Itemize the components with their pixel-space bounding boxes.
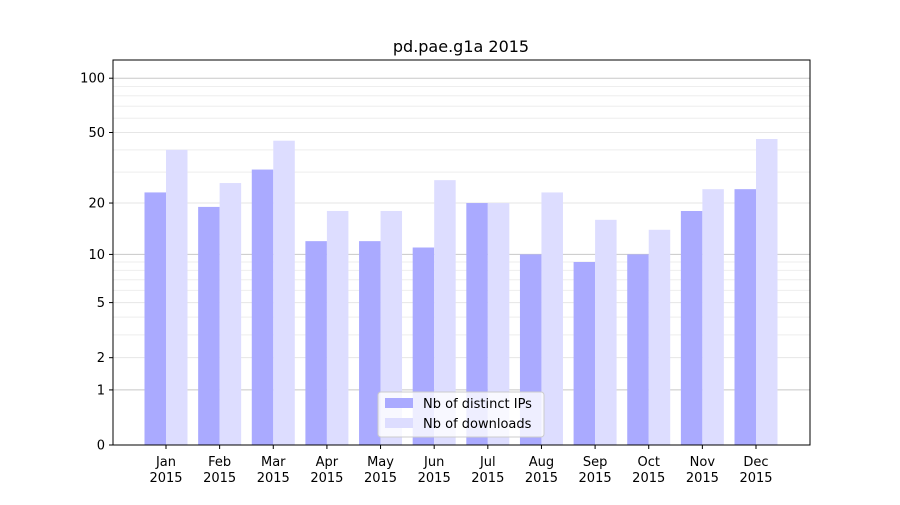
x-tick-label-year: 2015: [310, 471, 343, 486]
bar-downloads: [326, 210, 349, 445]
bar-distinct-ips: [144, 192, 166, 445]
bar-distinct-ips: [573, 261, 596, 445]
bar-distinct-ips: [627, 254, 649, 445]
bar-downloads: [595, 219, 617, 445]
bar-downloads: [756, 139, 778, 445]
x-tick-label-month: Mar: [261, 455, 286, 470]
x-tick-label-month: Oct: [637, 455, 659, 470]
x-tick-label-month: Aug: [529, 455, 554, 470]
legend-label: Nb of distinct IPs: [423, 397, 532, 412]
x-tick-label-month: Feb: [208, 455, 231, 470]
bar-distinct-ips: [680, 210, 703, 445]
x-tick-label-year: 2015: [203, 471, 236, 486]
x-tick-label-year: 2015: [525, 471, 558, 486]
x-tick-label-year: 2015: [471, 471, 504, 486]
bar-downloads: [166, 149, 188, 445]
x-tick-label-year: 2015: [364, 471, 397, 486]
bar-distinct-ips: [305, 241, 327, 445]
bar-distinct-ips: [251, 169, 274, 445]
bar-downloads: [380, 210, 403, 445]
x-tick-label-year: 2015: [257, 471, 290, 486]
x-tick-label-month: May: [367, 455, 394, 470]
bar-distinct-ips: [198, 206, 220, 445]
legend-box: [377, 391, 545, 438]
x-tick-label-year: 2015: [686, 471, 719, 486]
bar-distinct-ips: [734, 189, 756, 445]
y-tick-label: 0: [97, 439, 105, 454]
x-tick-label-month: Sep: [583, 455, 608, 470]
x-tick-label-month: Nov: [690, 455, 716, 470]
y-tick-label: 5: [97, 296, 105, 311]
legend-swatch: [385, 418, 413, 428]
legend-swatch: [385, 398, 413, 408]
x-tick-label-year: 2015: [418, 471, 451, 486]
y-tick-label: 2: [97, 351, 105, 366]
y-tick-label: 50: [88, 126, 105, 141]
bar-downloads: [487, 203, 510, 445]
y-tick-label: 100: [80, 72, 105, 87]
bar-downloads: [219, 183, 242, 445]
bar-distinct-ips: [359, 241, 381, 445]
bar-downloads: [648, 229, 671, 445]
x-tick-label-year: 2015: [739, 471, 772, 486]
y-tick-label: 10: [88, 248, 105, 263]
x-tick-label-year: 2015: [149, 471, 182, 486]
x-tick-label-month: Apr: [316, 455, 339, 470]
chart-title: pd.pae.g1a 2015: [393, 37, 529, 56]
x-tick-label-month: Jul: [479, 455, 496, 470]
x-tick-label-year: 2015: [579, 471, 612, 486]
x-tick-label-month: Dec: [743, 455, 768, 470]
y-tick-label: 1: [97, 383, 105, 398]
bar-downloads: [702, 189, 724, 445]
x-tick-label-month: Jun: [423, 455, 444, 470]
x-tick-label-month: Jan: [155, 455, 176, 470]
bar-downloads: [434, 180, 456, 445]
bar-distinct-ips: [466, 203, 488, 445]
legend-label: Nb of downloads: [423, 417, 532, 432]
plot-frame: [112, 59, 811, 446]
bar-downloads: [541, 192, 563, 445]
bar-downloads: [273, 140, 295, 445]
legend: Nb of distinct IPs Nb of downloads: [377, 391, 545, 438]
x-tick-label-year: 2015: [632, 471, 665, 486]
y-tick-label: 20: [88, 197, 105, 212]
